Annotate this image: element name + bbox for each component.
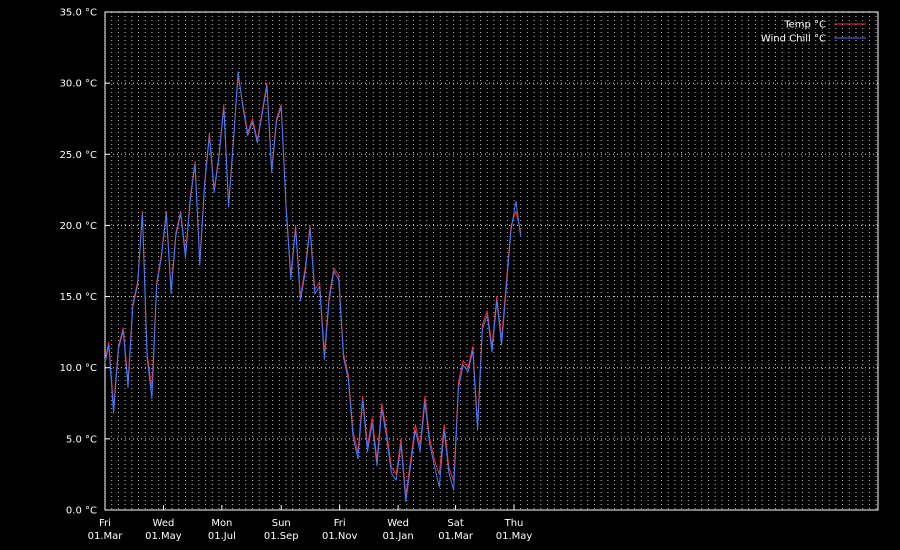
x-tick-day-label: Thu (504, 518, 524, 529)
plot-frame (104, 11, 879, 511)
x-tick-date-label: 01.Mar (88, 531, 124, 542)
x-tick-date-label: 01.May (496, 531, 533, 542)
y-axis: 0.0 °C 5.0 °C 10.0 °C 15.0 °C 20.0 °C 25.0 °C… (60, 8, 110, 517)
x-tick-date-label: 01.Jul (208, 531, 236, 542)
y-tick-label: 0.0 °C (66, 506, 97, 517)
x-tick-day-label: Sat (447, 518, 463, 529)
y-tick-label: 25.0 °C (60, 150, 97, 161)
x-tick-date-label: 01.Nov (322, 531, 358, 542)
x-tick-day-label: Wed (387, 518, 409, 529)
series-line-1 (104, 71, 522, 502)
y-tick-label: 30.0 °C (60, 79, 97, 90)
x-tick-date-label: 01.Sep (264, 531, 299, 542)
y-tick-label: 10.0 °C (60, 363, 97, 374)
legend: Temp °C Wind Chill °C (761, 20, 866, 45)
x-tick-day-label: Wed (153, 518, 175, 529)
legend-label-1: Wind Chill °C (761, 34, 826, 45)
x-tick-day-label: Fri (334, 518, 346, 529)
legend-label-0: Temp °C (783, 20, 826, 31)
x-tick-date-label: 01.Jan (382, 531, 413, 542)
y-tick-label: 35.0 °C (60, 8, 97, 19)
series-lines (104, 71, 522, 502)
x-tick-day-label: Mon (211, 518, 232, 529)
x-tick-date-label: 01.Mar (438, 531, 474, 542)
x-tick-date-label: 01.May (145, 531, 182, 542)
y-tick-label: 20.0 °C (60, 221, 97, 232)
y-tick-label: 15.0 °C (60, 292, 97, 303)
x-axis: Fri 01.Mar Wed 01.May Mon 01.Jul Sun 01.Sep Fri 0… (88, 505, 533, 542)
x-tick-day-label: Fri (99, 518, 111, 529)
y-tick-label: 5.0 °C (66, 434, 97, 445)
x-tick-day-label: Sun (272, 518, 291, 529)
